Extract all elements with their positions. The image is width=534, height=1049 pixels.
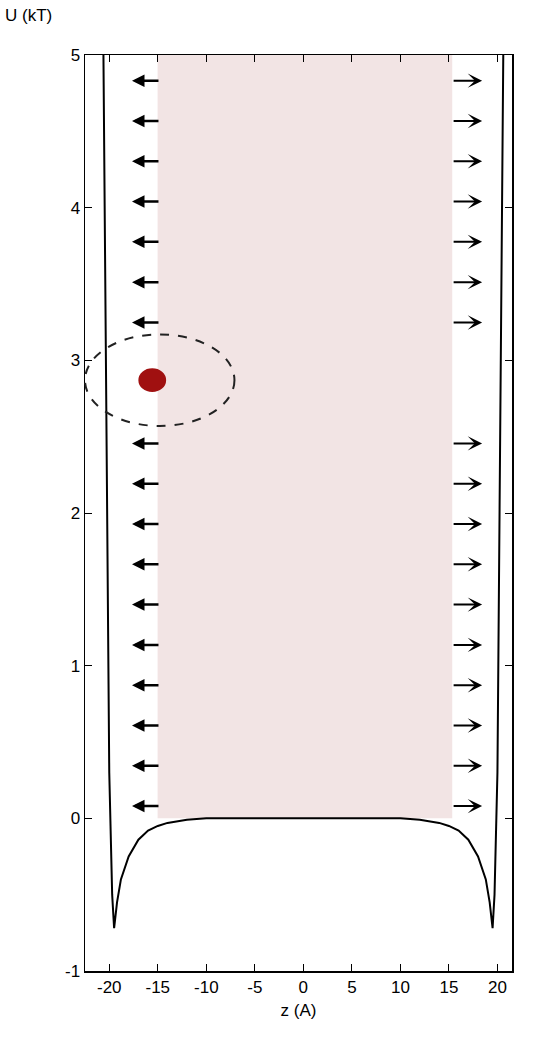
svg-text:z (A): z (A)	[281, 1001, 317, 1020]
svg-text:3: 3	[71, 351, 80, 370]
svg-text:20: 20	[488, 978, 507, 997]
svg-text:-1: -1	[65, 962, 80, 981]
svg-text:0: 0	[71, 809, 80, 828]
svg-text:-20: -20	[97, 978, 122, 997]
svg-text:5: 5	[347, 978, 356, 997]
svg-text:10: 10	[391, 978, 410, 997]
svg-text:0: 0	[299, 978, 308, 997]
svg-text:1: 1	[71, 657, 80, 676]
svg-text:5: 5	[71, 46, 80, 65]
svg-text:U (kT): U (kT)	[5, 6, 52, 25]
svg-text:15: 15	[439, 978, 458, 997]
svg-text:-15: -15	[145, 978, 170, 997]
svg-text:-5: -5	[247, 978, 262, 997]
svg-text:2: 2	[71, 504, 80, 523]
svg-text:4: 4	[71, 199, 80, 218]
svg-text:-10: -10	[194, 978, 219, 997]
